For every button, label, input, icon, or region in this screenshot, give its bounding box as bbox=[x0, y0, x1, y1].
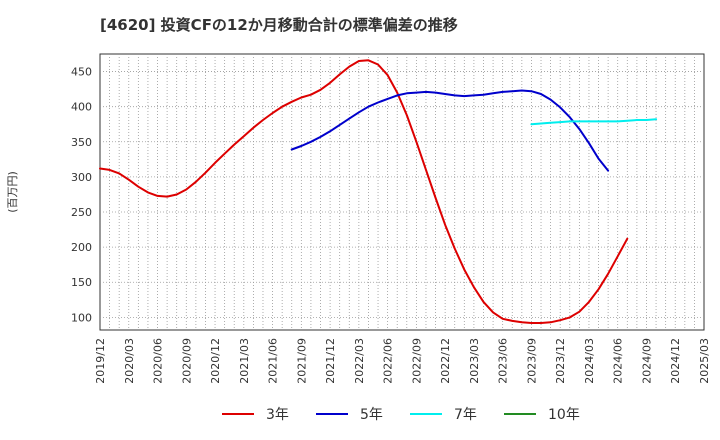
x-tick-label: 2022/06 bbox=[382, 338, 395, 384]
x-tick-label: 2025/03 bbox=[698, 338, 711, 384]
y-tick-label: 100 bbox=[71, 311, 92, 324]
y-tick-label: 150 bbox=[71, 276, 92, 289]
x-tick-label: 2021/06 bbox=[267, 338, 280, 384]
legend: 3年 5年 7年 10年 bbox=[222, 407, 580, 423]
y-tick-label: 250 bbox=[71, 206, 92, 219]
x-tick-label: 2020/12 bbox=[209, 338, 222, 384]
x-tick-label: 2020/03 bbox=[123, 338, 136, 384]
x-tick-label: 2021/09 bbox=[295, 338, 308, 384]
legend-item: 3年 bbox=[222, 407, 289, 423]
series-line-3年 bbox=[99, 59, 629, 324]
x-tick-label: 2022/09 bbox=[410, 338, 423, 384]
x-tick-label: 2019/12 bbox=[94, 338, 107, 384]
legend-label: 10年 bbox=[548, 407, 580, 423]
y-tick-label: 400 bbox=[71, 101, 92, 114]
x-tick-label: 2024/12 bbox=[669, 338, 682, 384]
series-line-7年 bbox=[530, 118, 658, 126]
y-tick-labels: 100 150 200 250 300 350 400 450 bbox=[71, 66, 92, 325]
legend-label: 5年 bbox=[360, 407, 383, 423]
series-line-5年 bbox=[290, 89, 610, 172]
x-tick-label: 2020/09 bbox=[180, 338, 193, 384]
y-tick-label: 350 bbox=[71, 136, 92, 149]
x-tick-label: 2022/12 bbox=[439, 338, 452, 384]
series-lines bbox=[99, 59, 658, 324]
x-tick-label: 2023/03 bbox=[468, 338, 481, 384]
x-tick-label: 2024/09 bbox=[640, 338, 653, 384]
x-tick-label: 2023/09 bbox=[525, 338, 538, 384]
chart-title: [4620] 投資CFの12か月移動合計の標準偏差の推移 bbox=[100, 16, 458, 34]
plot-area bbox=[99, 53, 705, 331]
legend-label: 3年 bbox=[266, 407, 289, 423]
legend-item: 5年 bbox=[316, 407, 383, 423]
x-tick-labels: 2019/12 2020/03 2020/06 2020/09 2020/12 2021/… bbox=[94, 338, 711, 384]
legend-label: 7年 bbox=[454, 407, 477, 423]
x-tick-label: 2021/03 bbox=[238, 338, 251, 384]
x-tick-label: 2024/06 bbox=[612, 338, 625, 384]
x-tick-label: 2023/12 bbox=[554, 338, 567, 384]
x-tick-label: 2020/06 bbox=[152, 338, 165, 384]
x-tick-label: 2023/06 bbox=[497, 338, 510, 384]
x-tick-label: 2022/03 bbox=[353, 338, 366, 384]
legend-item: 7年 bbox=[410, 407, 477, 423]
x-tick-label: 2021/12 bbox=[324, 338, 337, 384]
y-tick-label: 200 bbox=[71, 241, 92, 254]
y-tick-label: 300 bbox=[71, 171, 92, 184]
grid-lines bbox=[100, 54, 704, 330]
y-axis-label: (百万円) bbox=[6, 171, 19, 213]
y-tick-label: 450 bbox=[71, 66, 92, 79]
legend-item: 10年 bbox=[504, 407, 580, 423]
x-tick-label: 2024/03 bbox=[583, 338, 596, 384]
